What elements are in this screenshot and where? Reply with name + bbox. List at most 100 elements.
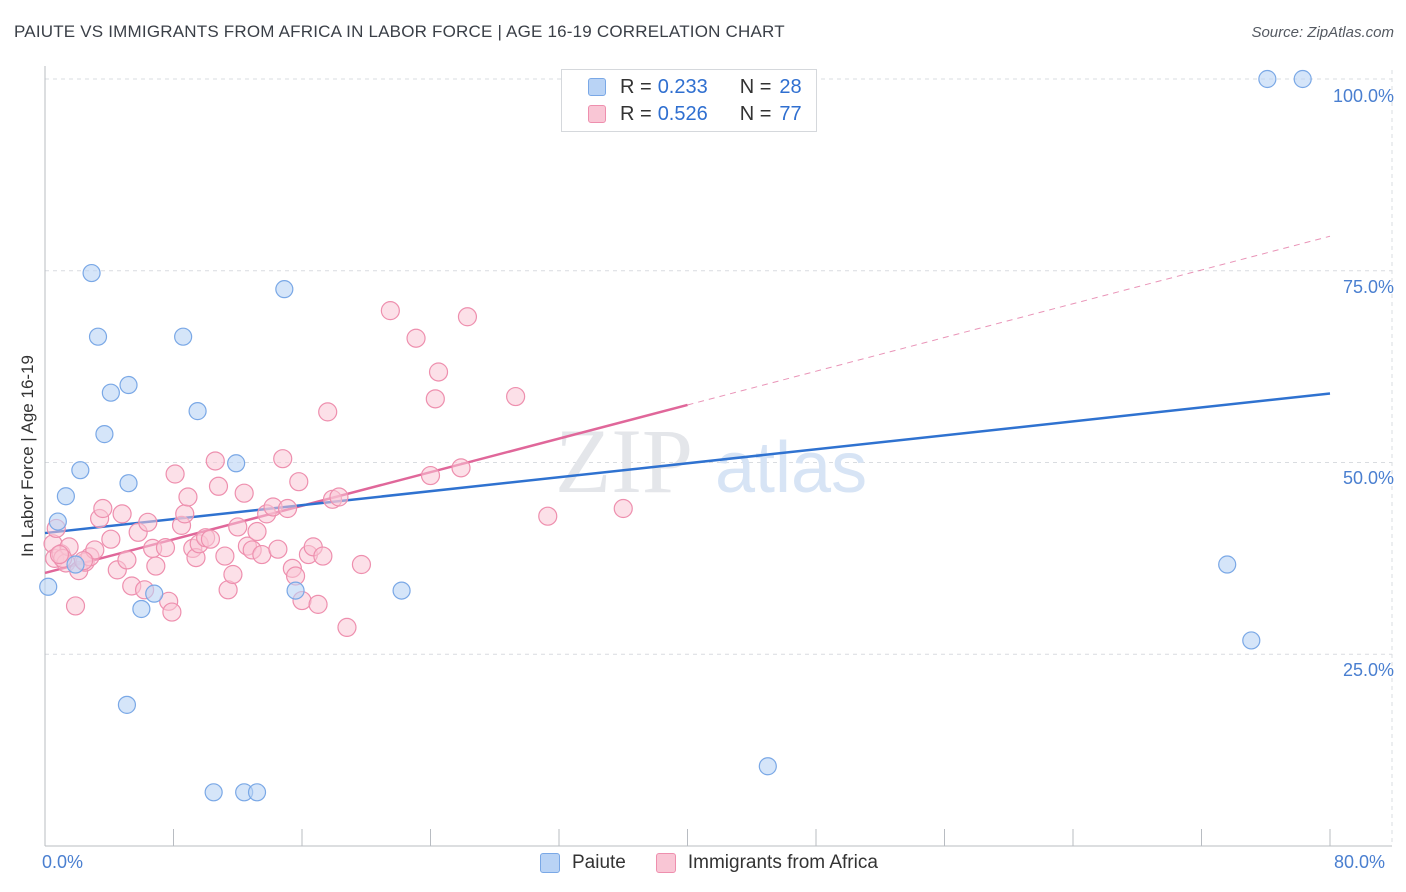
africa-point-39[interactable] bbox=[223, 564, 243, 585]
africa-point-25[interactable] bbox=[162, 602, 182, 622]
paiute-point-19[interactable] bbox=[275, 280, 294, 299]
paiute-point-23[interactable] bbox=[758, 757, 777, 776]
africa-point-49[interactable] bbox=[273, 449, 293, 469]
africa-point-41[interactable] bbox=[234, 483, 254, 503]
africa-point-76[interactable] bbox=[49, 544, 70, 565]
axes bbox=[44, 66, 1392, 847]
africa-point-53[interactable] bbox=[289, 472, 309, 492]
y-axis-title: In Labor Force | Age 16-19 bbox=[18, 355, 37, 557]
paiute-point-8[interactable] bbox=[101, 383, 120, 402]
africa-trend-dashed bbox=[687, 235, 1331, 406]
legend-item-paiute[interactable]: Paiute bbox=[540, 852, 626, 874]
africa-point-45[interactable] bbox=[252, 544, 272, 565]
africa-point-69[interactable] bbox=[451, 458, 471, 478]
watermark-zip: ZIP bbox=[555, 410, 693, 512]
paiute-point-18[interactable] bbox=[247, 783, 267, 802]
paiute-r-value: 0.233 bbox=[657, 75, 708, 98]
africa-point-29[interactable] bbox=[178, 487, 198, 507]
paiute-point-4[interactable] bbox=[66, 555, 85, 574]
africa-point-64[interactable] bbox=[380, 301, 400, 321]
gridlines bbox=[45, 70, 1393, 846]
paiute-point-21[interactable] bbox=[392, 581, 411, 600]
africa-point-34[interactable] bbox=[200, 529, 221, 549]
africa-point-59[interactable] bbox=[318, 402, 338, 422]
paiute-point-10[interactable] bbox=[119, 474, 138, 493]
paiute-legend-swatch bbox=[540, 853, 560, 873]
africa-point-36[interactable] bbox=[208, 476, 229, 496]
paiute-point-16[interactable] bbox=[227, 454, 246, 473]
africa-point-71[interactable] bbox=[506, 386, 526, 407]
legend-row-africa: R = 0.526 N = 77 bbox=[588, 102, 802, 126]
africa-point-40[interactable] bbox=[228, 517, 248, 537]
paiute-point-7[interactable] bbox=[95, 425, 114, 444]
africa-point-65[interactable] bbox=[406, 328, 426, 348]
africa-legend-swatch bbox=[655, 853, 676, 873]
paiute-point-5[interactable] bbox=[82, 263, 101, 283]
africa-point-35[interactable] bbox=[205, 451, 225, 471]
africa-point-44[interactable] bbox=[247, 521, 267, 542]
paiute-r-label: R = bbox=[620, 75, 652, 98]
africa-point-20[interactable] bbox=[138, 512, 158, 532]
x-tick-label-max: 80.0% bbox=[1334, 852, 1386, 872]
africa-point-26[interactable] bbox=[165, 464, 185, 484]
africa-point-70[interactable] bbox=[457, 307, 478, 327]
chart-title: PAIUTE VS IMMIGRANTS FROM AFRICA IN LABO… bbox=[14, 22, 785, 41]
africa-point-68[interactable] bbox=[428, 362, 449, 382]
africa-point-50[interactable] bbox=[277, 498, 298, 519]
paiute-point-27[interactable] bbox=[1293, 69, 1312, 89]
africa-point-58[interactable] bbox=[313, 546, 333, 566]
africa-point-61[interactable] bbox=[329, 487, 349, 507]
paiute-swatch bbox=[588, 78, 606, 96]
africa-swatch bbox=[588, 105, 606, 123]
africa-point-62[interactable] bbox=[337, 617, 357, 638]
paiute-n-value: 28 bbox=[779, 75, 802, 98]
y-tick-label-50: 50.0% bbox=[1342, 468, 1394, 488]
africa-point-6[interactable] bbox=[65, 596, 86, 616]
africa-n-value: 77 bbox=[779, 102, 802, 125]
africa-n-label: N = bbox=[739, 102, 772, 125]
y-tick-label-75: 75.0% bbox=[1342, 277, 1394, 297]
africa-point-73[interactable] bbox=[613, 498, 633, 519]
africa-point-48[interactable] bbox=[268, 539, 288, 559]
africa-point-72[interactable] bbox=[538, 506, 558, 526]
y-tick-label-25: 25.0% bbox=[1342, 660, 1394, 680]
africa-point-67[interactable] bbox=[425, 389, 445, 409]
paiute-points bbox=[39, 69, 1312, 802]
africa-point-37[interactable] bbox=[215, 546, 235, 566]
paiute-point-9[interactable] bbox=[119, 375, 138, 395]
watermark-atlas: atlas bbox=[715, 428, 867, 508]
africa-point-28[interactable] bbox=[175, 504, 195, 524]
africa-point-16[interactable] bbox=[117, 550, 137, 570]
paiute-point-26[interactable] bbox=[1258, 69, 1277, 89]
africa-r-label: R = bbox=[620, 102, 652, 125]
paiute-point-1[interactable] bbox=[48, 512, 67, 531]
x-tick-label-min: 0.0% bbox=[42, 852, 84, 872]
paiute-point-13[interactable] bbox=[174, 327, 193, 346]
africa-point-22[interactable] bbox=[146, 556, 166, 576]
stats-legend: R = 0.233 N = 28 R = 0.526 N = 77 bbox=[561, 69, 817, 132]
africa-point-23[interactable] bbox=[155, 538, 176, 558]
africa-point-12[interactable] bbox=[93, 498, 113, 519]
paiute-point-24[interactable] bbox=[1218, 555, 1237, 574]
paiute-point-25[interactable] bbox=[1242, 631, 1261, 650]
africa-points bbox=[43, 301, 633, 638]
paiute-point-11[interactable] bbox=[132, 599, 151, 619]
africa-point-15[interactable] bbox=[112, 504, 132, 524]
paiute-point-12[interactable] bbox=[145, 584, 164, 603]
africa-legend-label: Immigrants from Africa bbox=[687, 852, 878, 873]
africa-point-63[interactable] bbox=[351, 554, 372, 575]
paiute-point-20[interactable] bbox=[286, 581, 305, 600]
paiute-point-6[interactable] bbox=[88, 327, 108, 346]
legend-item-africa[interactable]: Immigrants from Africa bbox=[655, 852, 878, 874]
africa-point-57[interactable] bbox=[308, 594, 328, 614]
paiute-point-3[interactable] bbox=[71, 461, 90, 480]
africa-point-13[interactable] bbox=[101, 529, 121, 549]
paiute-point-2[interactable] bbox=[56, 487, 75, 506]
paiute-point-0[interactable] bbox=[39, 577, 58, 596]
paiute-n-label: N = bbox=[739, 75, 772, 98]
paiute-point-15[interactable] bbox=[204, 783, 223, 802]
series-legend: Paiute Immigrants from Africa bbox=[540, 852, 908, 874]
paiute-point-22[interactable] bbox=[117, 695, 137, 714]
paiute-point-14[interactable] bbox=[188, 402, 207, 421]
africa-point-66[interactable] bbox=[420, 465, 441, 486]
